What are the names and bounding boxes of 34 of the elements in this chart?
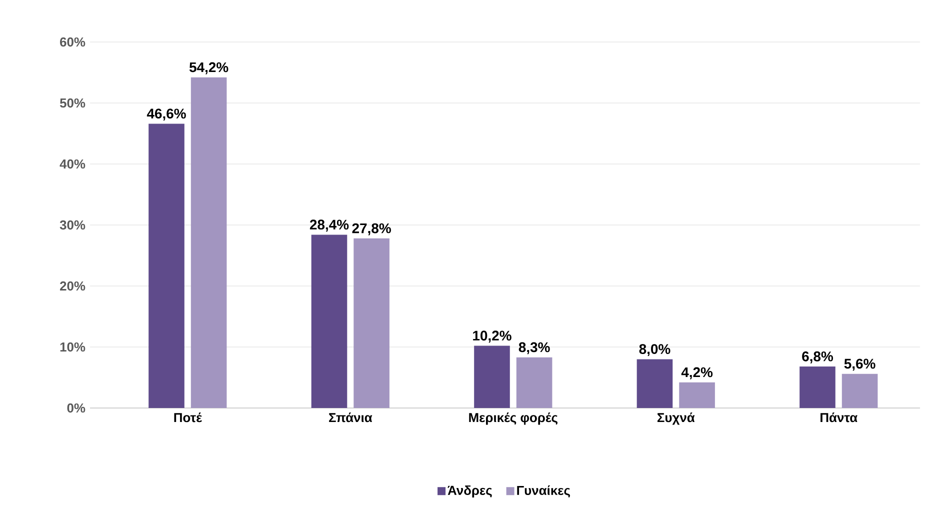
y-tick-label: 20%: [60, 281, 86, 291]
x-tick-label: Ποτέ: [174, 412, 202, 422]
y-tick-label: 30%: [60, 220, 86, 230]
x-tick-label: Μερικές φορές: [469, 412, 558, 425]
bar: [800, 366, 836, 408]
bar: [636, 359, 673, 408]
bar: [679, 382, 715, 408]
data-label: 5,6%: [844, 358, 876, 371]
y-tick-label: 40%: [60, 159, 86, 169]
data-label: 6,8%: [802, 351, 833, 364]
data-label: 27,8%: [352, 223, 391, 236]
data-label: 46,6%: [146, 108, 186, 121]
bar: [516, 357, 552, 408]
y-tick-label: 50%: [60, 98, 86, 108]
bar: [148, 124, 184, 408]
x-tick-label: Πάντα: [820, 412, 858, 422]
y-tick-label: 60%: [60, 37, 86, 47]
bar: [842, 374, 878, 408]
data-label: 8,3%: [518, 342, 550, 354]
data-label: 10,2%: [473, 330, 512, 343]
data-label: 8,0%: [639, 344, 670, 356]
y-tick-label: 10%: [60, 342, 86, 352]
bar: [474, 346, 510, 408]
data-label: 54,2%: [189, 62, 228, 74]
y-tick-label: 0%: [67, 403, 86, 413]
legend-label: Γυναίκες: [517, 485, 570, 498]
bar: [311, 234, 348, 408]
data-label: 28,4%: [310, 220, 349, 232]
bar: [354, 238, 390, 408]
x-tick-label: Σπάνια: [329, 412, 372, 422]
data-label: 4,2%: [681, 367, 713, 380]
x-tick-label: Συχνά: [657, 412, 695, 425]
bar: [190, 77, 227, 408]
legend-label: Άνδρες: [448, 485, 492, 498]
